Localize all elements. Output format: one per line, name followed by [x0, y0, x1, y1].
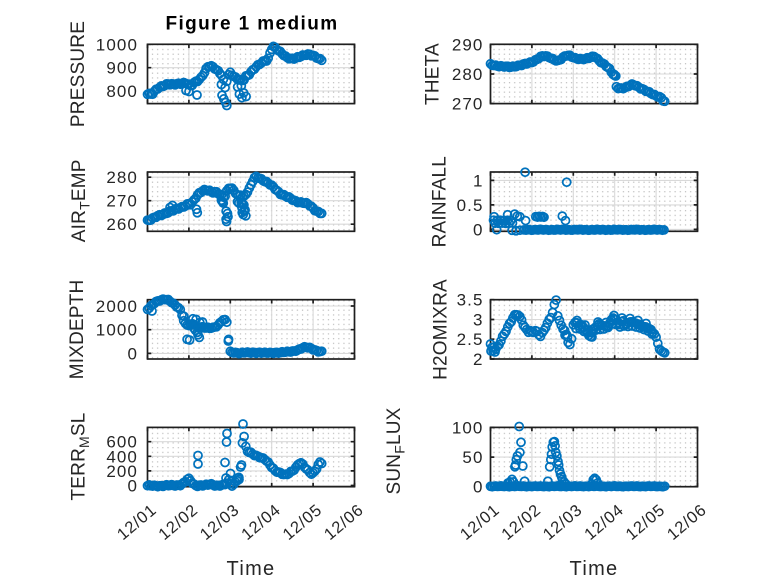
svg-text:100: 100	[452, 418, 484, 437]
svg-text:50: 50	[462, 448, 483, 467]
svg-text:H2OMIXRA: H2OMIXRA	[431, 279, 452, 380]
svg-text:290: 290	[452, 35, 484, 54]
svg-text:0: 0	[473, 478, 484, 497]
svg-text:0: 0	[127, 344, 138, 363]
svg-text:Time: Time	[227, 558, 276, 580]
svg-text:270: 270	[452, 95, 484, 114]
svg-text:2: 2	[473, 350, 484, 369]
svg-text:3: 3	[473, 311, 484, 330]
svg-text:2.5: 2.5	[457, 330, 484, 349]
svg-text:TERRMSL: TERRMSL	[69, 412, 93, 500]
svg-text:0.5: 0.5	[457, 196, 484, 215]
svg-text:600: 600	[106, 433, 138, 452]
svg-text:400: 400	[106, 447, 138, 466]
svg-text:SUNFLUX: SUNFLUX	[384, 407, 408, 494]
svg-text:1000: 1000	[96, 35, 138, 54]
svg-text:270: 270	[106, 192, 138, 211]
svg-text:Figure 1 medium: Figure 1 medium	[165, 14, 338, 35]
svg-text:1: 1	[473, 171, 484, 190]
svg-text:2000: 2000	[96, 297, 138, 316]
svg-text:MIXDEPTH: MIXDEPTH	[67, 280, 88, 380]
svg-text:RAINFALL: RAINFALL	[430, 156, 451, 247]
svg-text:0: 0	[473, 220, 484, 239]
svg-text:THETA: THETA	[423, 43, 444, 105]
svg-text:280: 280	[452, 65, 484, 84]
svg-text:0: 0	[127, 477, 138, 496]
svg-text:280: 280	[106, 168, 138, 187]
svg-text:260: 260	[106, 215, 138, 234]
svg-text:1000: 1000	[96, 321, 138, 340]
svg-text:Time: Time	[570, 558, 619, 580]
svg-text:3.5: 3.5	[457, 291, 484, 310]
svg-text:AIRTEMP: AIRTEMP	[69, 159, 93, 242]
svg-text:200: 200	[106, 462, 138, 481]
svg-text:900: 900	[106, 59, 138, 78]
svg-text:800: 800	[106, 82, 138, 101]
svg-text:PRESSURE: PRESSURE	[68, 21, 89, 127]
